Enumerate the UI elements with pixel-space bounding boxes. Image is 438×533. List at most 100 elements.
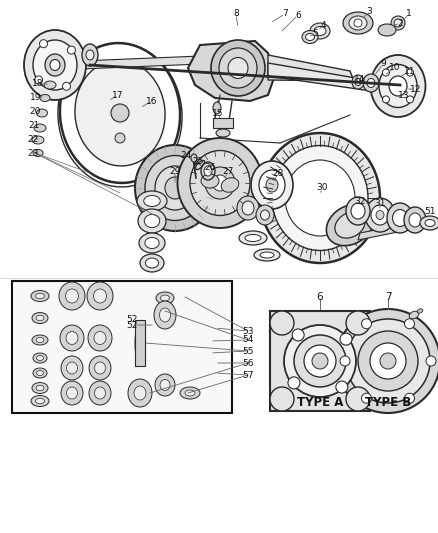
Ellipse shape <box>272 146 368 251</box>
Ellipse shape <box>36 385 44 391</box>
Text: 30: 30 <box>316 183 328 192</box>
Text: 52: 52 <box>126 314 138 324</box>
Ellipse shape <box>391 16 405 30</box>
Ellipse shape <box>155 374 175 396</box>
Ellipse shape <box>343 12 373 34</box>
Text: 52: 52 <box>126 320 138 329</box>
Text: 18: 18 <box>32 79 44 88</box>
Ellipse shape <box>144 214 160 228</box>
Ellipse shape <box>212 175 227 191</box>
Ellipse shape <box>367 78 375 87</box>
Text: 5: 5 <box>312 29 318 38</box>
Text: 32: 32 <box>354 197 366 206</box>
Ellipse shape <box>185 390 195 396</box>
Ellipse shape <box>376 211 384 220</box>
Polygon shape <box>268 63 385 93</box>
Ellipse shape <box>144 196 160 206</box>
Ellipse shape <box>216 129 230 137</box>
Ellipse shape <box>60 43 180 183</box>
Ellipse shape <box>134 386 146 400</box>
Circle shape <box>346 311 370 335</box>
Circle shape <box>405 393 414 403</box>
Circle shape <box>336 381 348 393</box>
Ellipse shape <box>115 133 125 143</box>
Circle shape <box>39 39 48 47</box>
Ellipse shape <box>355 78 361 85</box>
Ellipse shape <box>31 395 49 407</box>
Text: 6: 6 <box>317 292 323 302</box>
Ellipse shape <box>59 282 85 310</box>
Ellipse shape <box>177 138 262 228</box>
Circle shape <box>406 69 413 76</box>
Ellipse shape <box>145 156 205 221</box>
Circle shape <box>336 309 438 413</box>
Ellipse shape <box>111 104 129 122</box>
Ellipse shape <box>60 325 84 351</box>
Text: 1: 1 <box>406 10 412 19</box>
Text: 27: 27 <box>223 166 234 175</box>
Ellipse shape <box>95 387 106 399</box>
Circle shape <box>382 96 389 103</box>
Ellipse shape <box>351 203 365 219</box>
Text: 55: 55 <box>242 346 254 356</box>
Ellipse shape <box>93 289 106 303</box>
Text: 9: 9 <box>380 60 386 69</box>
Circle shape <box>312 353 328 369</box>
Ellipse shape <box>128 379 152 407</box>
Circle shape <box>406 96 413 103</box>
Text: 26: 26 <box>204 164 215 173</box>
Circle shape <box>294 335 346 387</box>
Ellipse shape <box>140 254 164 272</box>
Ellipse shape <box>394 19 402 27</box>
Ellipse shape <box>45 54 65 76</box>
Ellipse shape <box>86 50 94 60</box>
Circle shape <box>292 329 304 341</box>
Circle shape <box>340 333 352 345</box>
Ellipse shape <box>254 249 280 261</box>
Text: 19: 19 <box>30 93 42 101</box>
Ellipse shape <box>95 362 106 374</box>
Ellipse shape <box>33 353 47 363</box>
Ellipse shape <box>155 166 195 210</box>
Ellipse shape <box>35 398 45 404</box>
Ellipse shape <box>154 301 176 329</box>
Ellipse shape <box>256 205 274 225</box>
Text: 17: 17 <box>112 91 124 100</box>
Text: 4: 4 <box>320 20 326 29</box>
Ellipse shape <box>266 178 278 192</box>
Text: 28: 28 <box>272 168 284 177</box>
Ellipse shape <box>135 145 215 231</box>
Polygon shape <box>358 221 420 240</box>
Ellipse shape <box>32 136 44 144</box>
Text: 15: 15 <box>212 109 224 117</box>
Ellipse shape <box>404 207 426 233</box>
Ellipse shape <box>67 362 78 374</box>
Ellipse shape <box>191 154 197 162</box>
Ellipse shape <box>32 312 48 324</box>
Ellipse shape <box>33 149 43 157</box>
Text: 54: 54 <box>242 335 254 344</box>
Ellipse shape <box>260 133 380 263</box>
Ellipse shape <box>237 196 259 220</box>
Circle shape <box>270 387 294 411</box>
Text: 2: 2 <box>397 19 403 28</box>
Ellipse shape <box>138 332 142 354</box>
Ellipse shape <box>36 337 44 343</box>
Text: TYPE A: TYPE A <box>297 397 343 409</box>
Text: 20: 20 <box>29 107 41 116</box>
Text: 7: 7 <box>385 292 391 302</box>
Ellipse shape <box>24 30 86 100</box>
Ellipse shape <box>389 76 407 96</box>
Ellipse shape <box>349 16 367 30</box>
Text: 6: 6 <box>295 11 301 20</box>
Ellipse shape <box>409 311 419 319</box>
Ellipse shape <box>371 205 389 225</box>
Ellipse shape <box>89 356 111 380</box>
Circle shape <box>35 76 42 84</box>
Circle shape <box>284 325 356 397</box>
Ellipse shape <box>305 34 314 41</box>
Ellipse shape <box>201 174 219 188</box>
Ellipse shape <box>139 233 165 253</box>
Text: 56: 56 <box>242 359 254 367</box>
Ellipse shape <box>36 109 47 117</box>
